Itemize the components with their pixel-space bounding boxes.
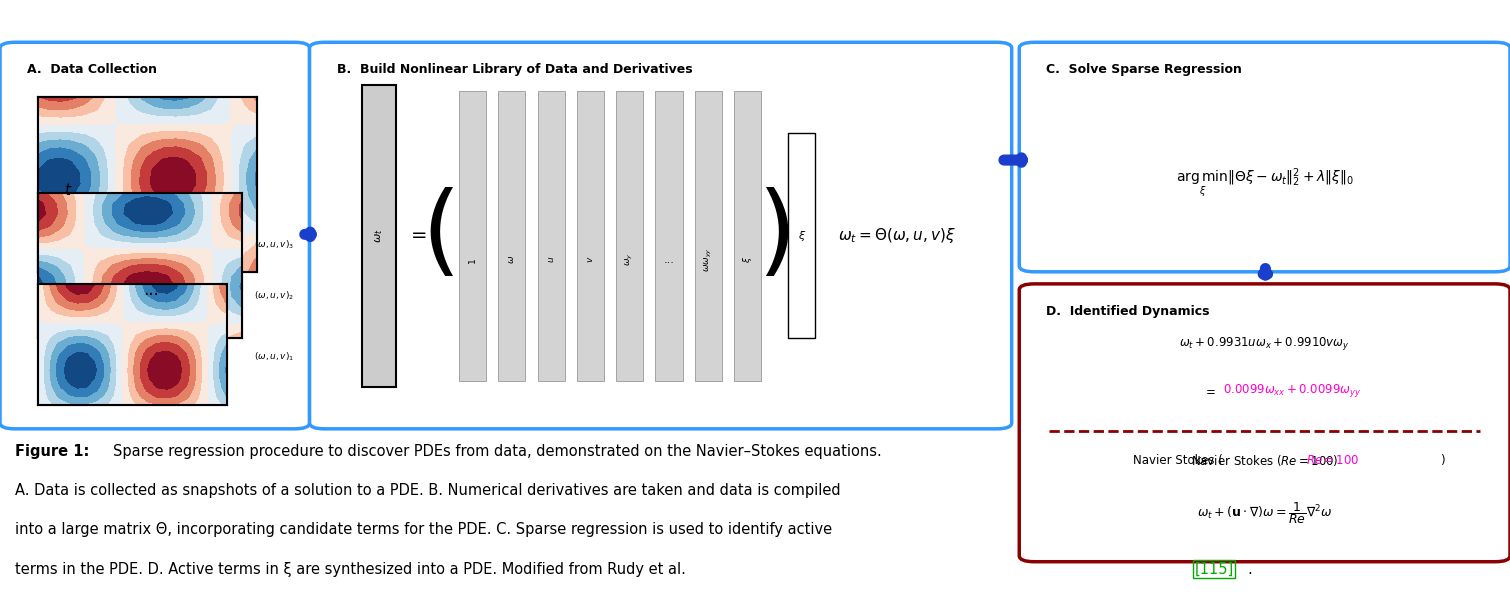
Text: $\omega$: $\omega$	[507, 255, 516, 265]
Text: into a large matrix Θ, incorporating candidate terms for the PDE. C. Sparse regr: into a large matrix Θ, incorporating can…	[15, 522, 832, 538]
Text: $\omega_t + 0.9931u\omega_x + 0.9910v\omega_y$: $\omega_t + 0.9931u\omega_x + 0.9910v\om…	[1179, 335, 1350, 352]
FancyBboxPatch shape	[1019, 42, 1510, 272]
FancyBboxPatch shape	[362, 85, 396, 387]
Text: =: =	[411, 226, 427, 245]
Text: C.  Solve Sparse Regression: C. Solve Sparse Regression	[1046, 63, 1243, 77]
Text: $\xi$: $\xi$	[741, 256, 753, 263]
Text: Navier Stokes ($\mathit{Re} = 100$): Navier Stokes ($\mathit{Re} = 100$)	[1191, 452, 1338, 467]
Text: $(\omega, u, v)_1$: $(\omega, u, v)_1$	[254, 350, 294, 362]
Text: A.  Data Collection: A. Data Collection	[27, 63, 157, 77]
FancyBboxPatch shape	[616, 91, 643, 381]
FancyBboxPatch shape	[498, 91, 525, 381]
Text: [115]: [115]	[1194, 562, 1234, 577]
Text: $\omega_t = \Theta(\omega, u, v)\xi$: $\omega_t = \Theta(\omega, u, v)\xi$	[838, 226, 956, 245]
Text: $u$: $u$	[547, 256, 556, 263]
Text: $\omega_t$: $\omega_t$	[373, 228, 385, 243]
Text: $\omega_y$: $\omega_y$	[624, 253, 636, 266]
Text: terms in the PDE. D. Active terms in ξ are synthesized into a PDE. Modified from: terms in the PDE. D. Active terms in ξ a…	[15, 562, 690, 577]
Text: Figure 1:: Figure 1:	[15, 444, 95, 459]
FancyBboxPatch shape	[310, 42, 1012, 429]
Text: ): )	[1439, 454, 1444, 466]
Text: $(\omega, u, v)_2$: $(\omega, u, v)_2$	[254, 290, 294, 302]
FancyBboxPatch shape	[38, 284, 226, 405]
Text: Navier Stokes (: Navier Stokes (	[1134, 454, 1223, 466]
Text: A. Data is collected as snapshots of a solution to a PDE. B. Numerical derivativ: A. Data is collected as snapshots of a s…	[15, 483, 841, 498]
Text: ): )	[757, 187, 796, 284]
FancyBboxPatch shape	[459, 91, 486, 381]
FancyBboxPatch shape	[577, 91, 604, 381]
FancyBboxPatch shape	[788, 133, 815, 338]
Text: $(\omega, u, v)_3$: $(\omega, u, v)_3$	[254, 239, 294, 251]
Text: $\underset{\xi}{\mathrm{arg\,min}}\|\Theta\xi - \omega_t\|_2^2 + \lambda\|\xi\|_: $\underset{\xi}{\mathrm{arg\,min}}\|\The…	[1176, 166, 1353, 200]
Text: D.  Identified Dynamics: D. Identified Dynamics	[1046, 305, 1210, 318]
Text: $=$: $=$	[1203, 384, 1216, 397]
FancyBboxPatch shape	[0, 42, 310, 429]
Text: ...: ...	[143, 281, 159, 299]
Text: $\xi$: $\xi$	[797, 228, 806, 243]
Text: $t$: $t$	[63, 182, 72, 198]
FancyBboxPatch shape	[734, 91, 761, 381]
Text: $0.0099\omega_{xx} + 0.0099\omega_{yy}$: $0.0099\omega_{xx} + 0.0099\omega_{yy}$	[1223, 382, 1362, 399]
Text: $v$: $v$	[586, 256, 595, 263]
Text: $\omega_t + (\mathbf{u}\cdot\nabla)\omega = \dfrac{1}{Re}\nabla^2\omega$: $\omega_t + (\mathbf{u}\cdot\nabla)\omeg…	[1197, 500, 1332, 526]
FancyBboxPatch shape	[655, 91, 683, 381]
Text: .: .	[1247, 562, 1252, 577]
Text: $\omega\omega_{yy}$: $\omega\omega_{yy}$	[702, 248, 714, 272]
FancyBboxPatch shape	[38, 97, 257, 272]
FancyBboxPatch shape	[695, 91, 722, 381]
Text: (: (	[421, 187, 461, 284]
Text: Sparse regression procedure to discover PDEs from data, demonstrated on the Navi: Sparse regression procedure to discover …	[113, 444, 882, 459]
FancyBboxPatch shape	[538, 91, 565, 381]
Text: B.  Build Nonlinear Library of Data and Derivatives: B. Build Nonlinear Library of Data and D…	[337, 63, 693, 77]
FancyBboxPatch shape	[1019, 284, 1510, 562]
FancyBboxPatch shape	[38, 193, 242, 338]
Text: $\mathit{Re} = 100$: $\mathit{Re} = 100$	[1306, 454, 1359, 466]
Text: ...: ...	[663, 255, 675, 265]
Text: 1: 1	[468, 257, 477, 263]
